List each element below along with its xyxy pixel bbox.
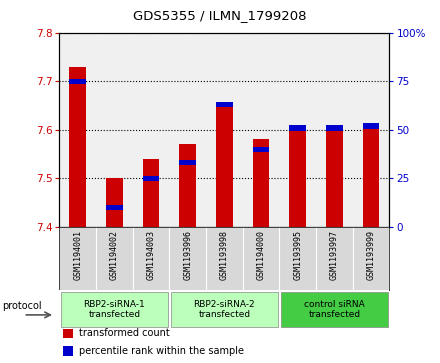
Text: percentile rank within the sample: percentile rank within the sample: [79, 346, 244, 356]
Bar: [143, 176, 159, 181]
FancyBboxPatch shape: [170, 292, 278, 327]
Text: RBP2-siRNA-1
transfected: RBP2-siRNA-1 transfected: [84, 300, 145, 319]
Text: control siRNA
transfected: control siRNA transfected: [304, 300, 365, 319]
Bar: [180, 144, 196, 227]
Text: GDS5355 / ILMN_1799208: GDS5355 / ILMN_1799208: [133, 9, 307, 22]
Bar: [63, 329, 73, 338]
Text: GSM1193998: GSM1193998: [220, 230, 229, 280]
Bar: [363, 125, 379, 227]
Bar: [70, 78, 86, 84]
Bar: [216, 102, 233, 107]
Text: GSM1194003: GSM1194003: [147, 230, 156, 280]
Text: RBP2-siRNA-2
transfected: RBP2-siRNA-2 transfected: [194, 300, 255, 319]
Text: GSM1193996: GSM1193996: [183, 230, 192, 280]
FancyBboxPatch shape: [281, 292, 388, 327]
Text: GSM1193997: GSM1193997: [330, 230, 339, 280]
Bar: [143, 159, 159, 227]
Bar: [180, 160, 196, 166]
Bar: [106, 178, 123, 227]
Text: protocol: protocol: [2, 301, 42, 311]
Bar: [326, 125, 343, 131]
Bar: [290, 130, 306, 227]
Bar: [70, 67, 86, 227]
Bar: [326, 125, 343, 227]
Bar: [216, 106, 233, 227]
Bar: [363, 123, 379, 129]
Bar: [106, 205, 123, 210]
FancyBboxPatch shape: [61, 292, 168, 327]
Text: GSM1194002: GSM1194002: [110, 230, 119, 280]
Text: transformed count: transformed count: [79, 329, 170, 338]
Bar: [253, 139, 269, 227]
Text: GSM1194000: GSM1194000: [257, 230, 266, 280]
Bar: [290, 125, 306, 131]
Text: GSM1194001: GSM1194001: [73, 230, 82, 280]
Text: GSM1193999: GSM1193999: [367, 230, 376, 280]
Bar: [253, 147, 269, 152]
Text: GSM1193995: GSM1193995: [293, 230, 302, 280]
Bar: [63, 346, 73, 356]
